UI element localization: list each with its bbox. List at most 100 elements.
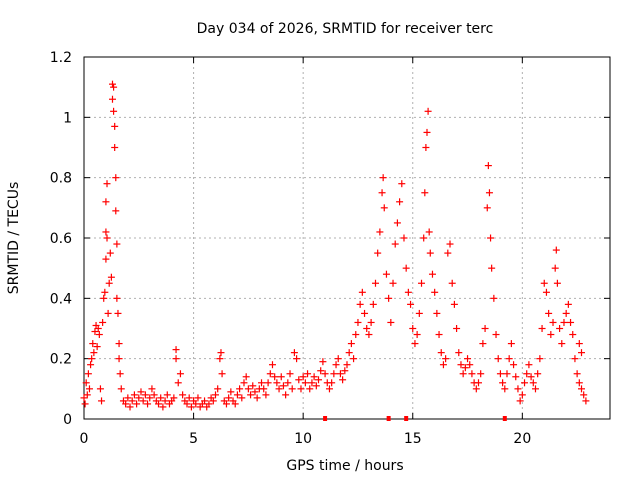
data-point — [393, 219, 401, 227]
data-point — [523, 370, 531, 378]
data-point — [328, 379, 336, 387]
axis-ticks: 0 0.2 0.4 0.6 0.8 1 1.2 0 5 10 15 20 — [50, 50, 610, 447]
data-point — [268, 361, 276, 369]
data-point — [105, 279, 113, 287]
data-point — [93, 343, 101, 351]
y-tick-label: 0 — [63, 412, 72, 428]
data-point — [578, 385, 586, 393]
data-point — [260, 385, 268, 393]
data-point — [108, 80, 116, 88]
data-point — [582, 397, 590, 405]
data-point — [479, 340, 487, 348]
data-point — [573, 370, 581, 378]
data-point — [510, 361, 518, 369]
data-point — [358, 288, 366, 296]
data-point — [560, 318, 568, 326]
data-point — [284, 379, 292, 387]
data-point — [238, 394, 246, 402]
data-point — [339, 376, 347, 384]
data-point — [90, 349, 98, 357]
data-point — [413, 331, 421, 339]
data-point — [418, 279, 426, 287]
data-point — [448, 279, 456, 287]
data-point — [354, 318, 362, 326]
data-point — [100, 294, 108, 302]
data-point — [494, 355, 502, 363]
data-point — [547, 331, 555, 339]
x-tick-label: 5 — [189, 431, 198, 447]
data-point — [249, 382, 257, 390]
data-point — [150, 391, 158, 399]
data-point — [501, 385, 509, 393]
data-point — [421, 189, 429, 197]
data-point — [209, 397, 217, 405]
data-point — [94, 325, 102, 332]
data-point — [192, 400, 200, 408]
data-point — [569, 331, 577, 339]
x-axis-label: GPS time / hours — [286, 458, 403, 474]
data-point — [141, 391, 149, 399]
data-point — [389, 279, 397, 287]
data-point — [336, 370, 344, 378]
x-tick-label: 10 — [294, 431, 312, 447]
data-point — [251, 388, 259, 396]
data-point — [297, 385, 305, 393]
data-point — [477, 370, 485, 378]
data-point — [244, 385, 252, 393]
data-point — [378, 189, 386, 197]
data-point — [518, 391, 526, 399]
data-point — [111, 122, 119, 130]
data-point — [110, 83, 118, 91]
data-point — [155, 400, 163, 408]
data-point — [345, 349, 353, 357]
data-point — [84, 370, 92, 378]
data-point — [374, 249, 382, 257]
data-point — [409, 325, 417, 332]
data-point — [126, 403, 134, 411]
data-point — [575, 379, 583, 387]
data-point — [459, 370, 467, 378]
data-point — [116, 370, 124, 378]
data-point — [115, 355, 123, 363]
data-point — [170, 394, 178, 402]
data-point — [279, 382, 287, 390]
data-point — [96, 385, 104, 393]
data-point — [507, 340, 515, 348]
data-point — [464, 355, 472, 363]
data-point — [85, 385, 93, 393]
data-point — [231, 400, 239, 408]
data-point — [512, 373, 520, 381]
data-point — [580, 391, 588, 399]
data-point — [382, 270, 390, 278]
y-tick-label: 0.2 — [50, 352, 72, 368]
data-point — [525, 361, 533, 369]
data-point — [505, 355, 513, 363]
chart-title: Day 034 of 2026, SRMTID for receiver ter… — [197, 21, 494, 37]
x-tick-label: 15 — [404, 431, 422, 447]
data-point — [144, 400, 152, 408]
data-point — [83, 391, 91, 399]
data-point — [91, 328, 99, 336]
data-point — [407, 300, 415, 308]
data-point — [475, 379, 482, 387]
data-point — [334, 355, 342, 363]
data-point — [551, 264, 559, 272]
data-point — [288, 385, 296, 393]
data-point — [106, 249, 114, 257]
data-point — [146, 394, 154, 402]
data-point — [490, 294, 498, 302]
data-point — [112, 174, 120, 182]
data-point — [431, 288, 439, 296]
data-point — [122, 400, 130, 408]
data-point — [492, 331, 500, 339]
data-point — [365, 331, 373, 339]
data-point — [205, 400, 213, 408]
data-point — [369, 300, 377, 308]
data-point — [108, 95, 116, 103]
data-point — [521, 379, 529, 387]
y-tick-label: 1 — [63, 110, 72, 126]
data-point — [98, 397, 106, 405]
data-point — [371, 279, 379, 287]
data-point — [552, 246, 560, 254]
data-point — [503, 370, 511, 378]
